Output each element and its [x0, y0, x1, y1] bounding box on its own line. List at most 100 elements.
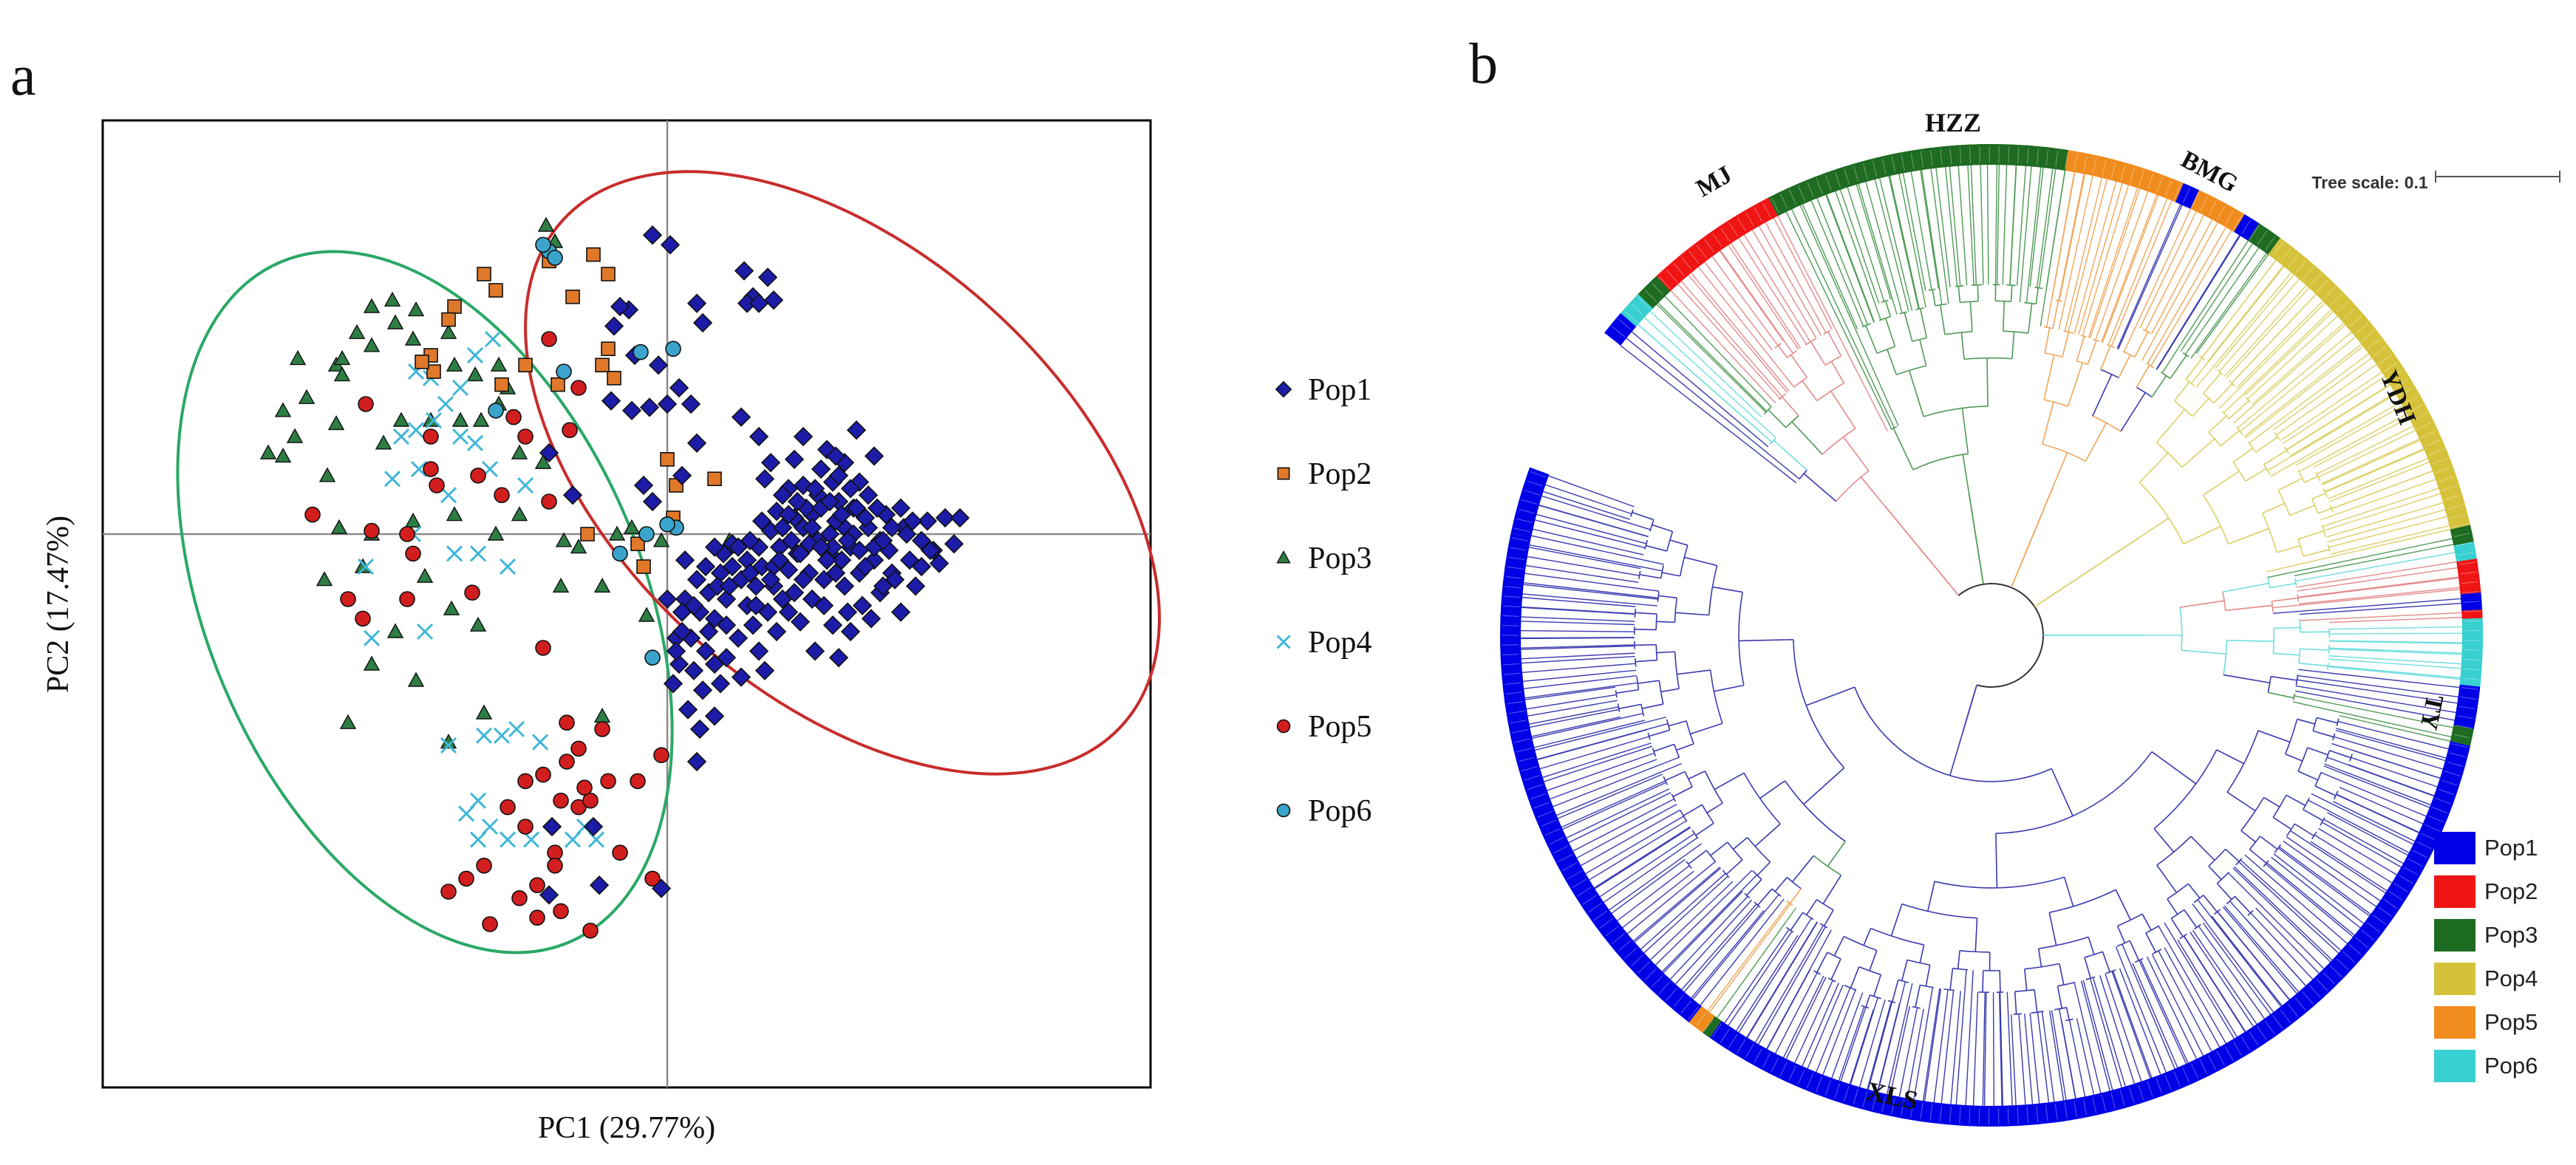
ring-tick: [2432, 457, 2448, 465]
point-pop3: [274, 447, 292, 463]
ring-segment: [2461, 609, 2483, 619]
ring-tick: [1797, 1069, 1805, 1085]
point-pop3: [511, 506, 528, 522]
tree-leaf-branch: [1530, 708, 1620, 728]
point-pop2: [494, 377, 509, 392]
tree-leaf-branch: [2336, 728, 2447, 759]
point-pop1: [890, 498, 911, 518]
tree-leaf-branch: [2328, 648, 2462, 655]
tree-internal-branch: [1833, 936, 1844, 957]
tree-internal-branch: [1919, 308, 1928, 338]
tree-internal-branch: [1810, 341, 1826, 366]
tree-leaf-branch: [2202, 922, 2272, 1015]
tree-leaf-branch: [2150, 230, 2232, 366]
tree-leaf-branch: [1521, 645, 1635, 650]
tree-leaf-branch: [1542, 742, 1652, 779]
point-pop1: [666, 641, 686, 661]
ring-tick: [2191, 192, 2199, 208]
tree-leaf-branch: [1656, 304, 1767, 413]
tree-leaf-branch: [2074, 181, 2117, 334]
tree-leaf-branch: [1782, 975, 1824, 1058]
tree-leaf-branch: [1661, 874, 1758, 972]
ring-tick: [1789, 189, 1797, 205]
ring-tick: [2462, 677, 2479, 680]
point-pop3: [404, 330, 422, 346]
tree-leaf-branch: [1674, 899, 1753, 985]
tree-leaf-branch: [2018, 1014, 2026, 1105]
point-pop3: [537, 216, 555, 232]
point-pop2: [441, 312, 456, 327]
ring-tick: [1728, 222, 1739, 237]
tree-legend-label-pop1: Pop1: [2484, 835, 2538, 861]
point-pop5: [358, 396, 374, 412]
point-pop3: [475, 704, 493, 720]
point-pop1: [539, 885, 559, 905]
tree-leaf-branch: [2105, 973, 2142, 1082]
tree-leaf-branch: [1738, 238, 1807, 345]
tree-leaf-branch: [1683, 905, 1759, 993]
tree-leaf-branch: [1521, 644, 1635, 649]
point-pop4: [363, 629, 381, 646]
tree-leaf-branch: [2024, 1013, 2034, 1104]
tree-leaf-branch: [2158, 950, 2212, 1052]
tree-leaf-branch: [1524, 686, 1615, 700]
tree-internal-branch: [1805, 686, 1856, 706]
tree-internal-arc: [1935, 303, 1947, 307]
point-pop1: [817, 550, 837, 570]
ring-tick: [2388, 370, 2404, 380]
point-pop1: [929, 553, 950, 573]
ring-tick: [1512, 729, 1528, 734]
tree-leaf-branch: [2327, 509, 2446, 543]
tree-leaf-branch: [2115, 946, 2167, 1073]
ring-tick: [2463, 668, 2480, 671]
ring-tick: [2120, 165, 2126, 181]
tree-internal-branch: [1969, 301, 1973, 332]
ring-tick: [1771, 198, 1779, 213]
tree-internal-branch: [2258, 730, 2291, 743]
tree-leaf-branch: [2321, 440, 2421, 486]
point-pop1: [840, 621, 861, 642]
tree-internal-arc: [2014, 988, 2035, 992]
point-pop6: [612, 545, 628, 562]
ring-tick: [2200, 196, 2208, 211]
tree-leaf-branch: [2147, 227, 2226, 364]
ring-segment: [2453, 684, 2481, 729]
tree-leaf-branch: [1690, 273, 1790, 392]
point-pop5: [340, 591, 356, 607]
tree-internal-branch: [1732, 837, 1748, 850]
tree-leaf-branch: [2082, 185, 2130, 336]
tree-internal-branch: [2216, 883, 2232, 901]
tree-leaf-branch: [2184, 247, 2260, 355]
tree-leaf-branch: [1719, 250, 1785, 342]
tree-leaf-branch: [1626, 338, 1800, 479]
tree-leaf-branch: [2190, 932, 2254, 1027]
tree-internal-branch: [2087, 340, 2097, 365]
point-pop4: [469, 792, 487, 809]
ring-tick: [1688, 1006, 1700, 1020]
tree-leaf-branch: [2117, 205, 2183, 349]
point-pop5: [541, 331, 557, 347]
point-pop3: [446, 506, 463, 522]
ring-tick: [2459, 706, 2476, 710]
tree-internal-arc: [2054, 1007, 2067, 1011]
tree-internal-arc: [2208, 848, 2226, 867]
point-pop4: [416, 623, 434, 640]
tree-internal-arc: [1652, 748, 1657, 756]
tree-internal-arc: [1615, 690, 1618, 698]
ring-tick: [2453, 533, 2470, 537]
tree-leaf-branch: [1876, 1003, 1901, 1093]
tree-leaf-branch: [2232, 867, 2331, 963]
ring-tick: [2083, 155, 2088, 172]
point-pop1: [704, 706, 725, 726]
tree-internal-branch: [1830, 958, 1841, 980]
point-pop3: [534, 454, 552, 469]
tree-internal-branch: [2170, 355, 2187, 379]
tree-internal-branch: [1789, 888, 1802, 904]
tree-internal-arc: [2160, 372, 2171, 379]
ring-tick: [1754, 1048, 1762, 1063]
ellipse-group-left: [176, 250, 674, 954]
ring-tick: [2257, 230, 2267, 245]
tree-internal-branch: [1823, 909, 1834, 926]
tree-internal-arc: [1660, 565, 1664, 578]
point-pop5: [553, 793, 569, 809]
